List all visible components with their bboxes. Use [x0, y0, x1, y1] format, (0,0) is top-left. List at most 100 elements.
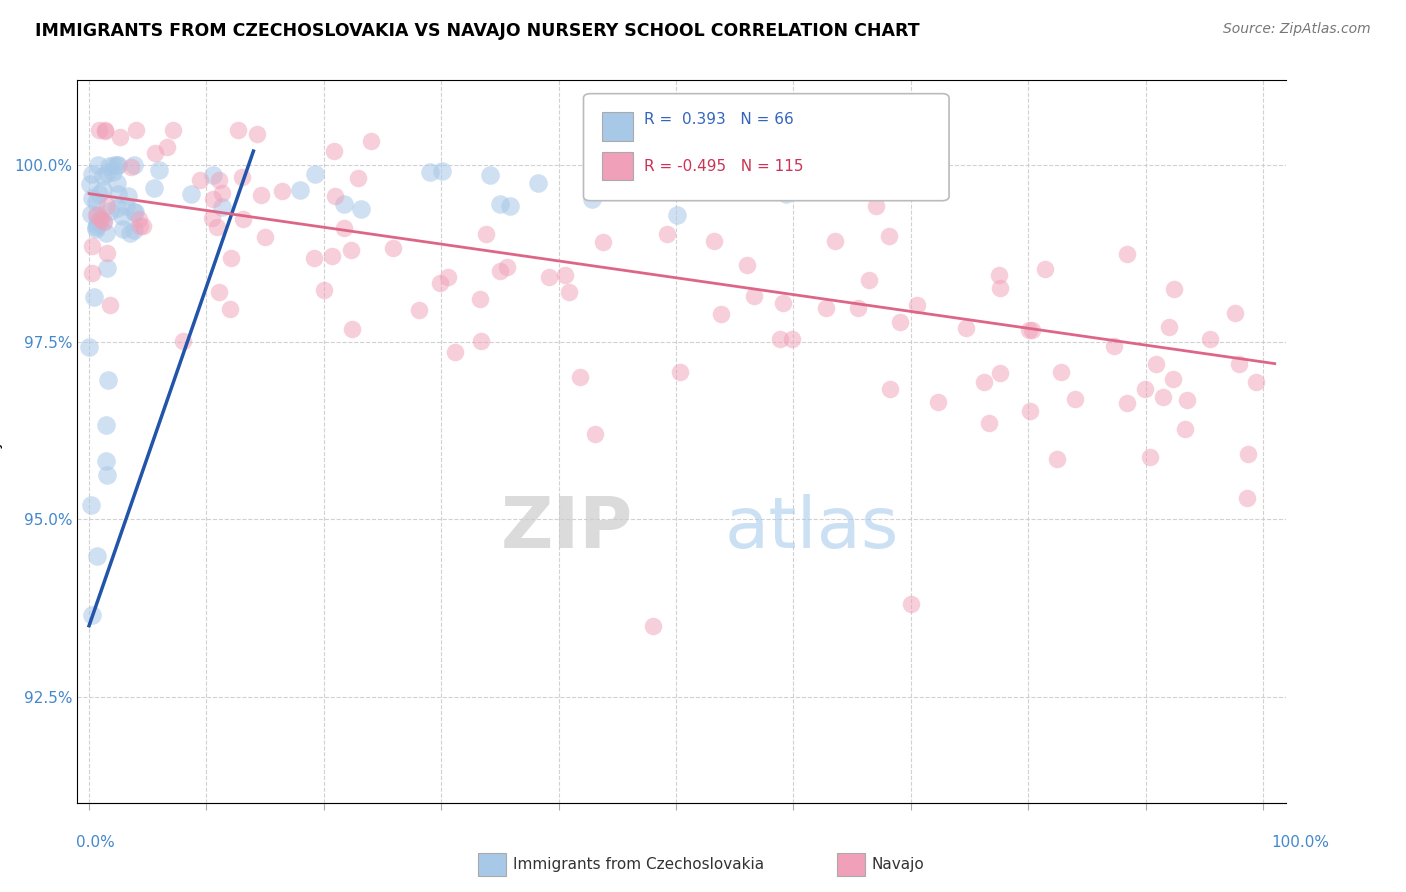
Point — [231, 169, 253, 184]
Point — [89, 211, 111, 226]
Point — [1018, 323, 1040, 337]
Point — [1244, 375, 1267, 389]
Point — [124, 158, 146, 172]
Point — [253, 230, 276, 244]
Point — [470, 293, 492, 307]
Point — [499, 199, 522, 213]
Point — [93, 215, 115, 229]
Point — [381, 241, 404, 255]
Point — [350, 202, 373, 217]
Point — [143, 145, 166, 160]
Point — [1146, 357, 1168, 371]
Point — [1163, 282, 1185, 296]
Point — [94, 123, 117, 137]
Point — [669, 168, 692, 182]
Point — [202, 168, 225, 182]
Point — [927, 394, 949, 409]
Point — [87, 186, 110, 201]
Point — [77, 341, 100, 355]
Point — [312, 283, 335, 297]
Point — [86, 158, 108, 172]
Point — [1139, 450, 1161, 464]
Text: Immigrants from Czechoslovakia: Immigrants from Czechoslovakia — [513, 857, 765, 871]
Point — [710, 307, 733, 321]
Point — [538, 270, 561, 285]
Point — [569, 369, 592, 384]
Point — [91, 182, 114, 196]
Point — [84, 222, 107, 236]
Point — [1161, 372, 1184, 386]
Point — [302, 251, 325, 265]
Point — [408, 303, 430, 318]
Point — [143, 181, 166, 195]
Point — [636, 161, 658, 176]
Point — [333, 220, 356, 235]
Point — [858, 273, 880, 287]
Point — [96, 245, 118, 260]
Point — [156, 140, 179, 154]
Point — [955, 321, 977, 335]
Point — [641, 618, 664, 632]
Text: R =  0.393   N = 66: R = 0.393 N = 66 — [644, 112, 794, 127]
Point — [107, 186, 129, 201]
Text: IMMIGRANTS FROM CZECHOSLOVAKIA VS NAVAJO NURSERY SCHOOL CORRELATION CHART: IMMIGRANTS FROM CZECHOSLOVAKIA VS NAVAJO… — [35, 22, 920, 40]
Point — [735, 258, 758, 272]
Point — [120, 161, 142, 175]
Point — [103, 158, 125, 172]
Point — [1019, 403, 1042, 417]
Point — [96, 198, 118, 212]
Point — [108, 130, 131, 145]
Point — [478, 168, 501, 182]
Point — [1157, 320, 1180, 334]
Point — [288, 182, 311, 196]
Point — [232, 212, 254, 227]
Point — [208, 173, 231, 187]
Point — [666, 207, 689, 221]
Point — [96, 454, 118, 468]
Text: 100.0%: 100.0% — [1271, 836, 1330, 850]
Text: R = -0.495   N = 115: R = -0.495 N = 115 — [644, 160, 803, 174]
Point — [321, 249, 343, 263]
Point — [1064, 392, 1087, 406]
Point — [1046, 452, 1069, 467]
Point — [86, 194, 108, 209]
Point — [583, 426, 606, 441]
Point — [775, 186, 797, 201]
Point — [270, 185, 292, 199]
Point — [429, 276, 451, 290]
Point — [90, 212, 112, 227]
Point — [340, 243, 363, 257]
Point — [655, 227, 678, 241]
Point — [488, 264, 510, 278]
Point — [419, 165, 441, 179]
Point — [190, 172, 212, 186]
Point — [94, 417, 117, 432]
Point — [93, 169, 115, 183]
Point — [180, 187, 202, 202]
Point — [96, 166, 118, 180]
Point — [592, 235, 614, 250]
Text: Navajo: Navajo — [872, 857, 925, 871]
Point — [97, 373, 120, 387]
Point — [742, 172, 765, 186]
Point — [1223, 306, 1246, 320]
Point — [360, 134, 382, 148]
Point — [1135, 383, 1157, 397]
Point — [98, 160, 121, 174]
Point — [218, 301, 240, 316]
Point — [125, 123, 148, 137]
Point — [1050, 365, 1073, 379]
Point — [527, 177, 550, 191]
Point — [96, 468, 118, 483]
Point — [1021, 323, 1043, 337]
Point — [80, 190, 103, 204]
Point — [86, 218, 108, 232]
Point — [669, 365, 692, 379]
Point — [219, 252, 242, 266]
Point — [211, 186, 233, 200]
Point — [474, 227, 496, 242]
Point — [1152, 390, 1174, 404]
Point — [111, 209, 134, 223]
Point — [211, 200, 233, 214]
Point — [1237, 447, 1260, 461]
